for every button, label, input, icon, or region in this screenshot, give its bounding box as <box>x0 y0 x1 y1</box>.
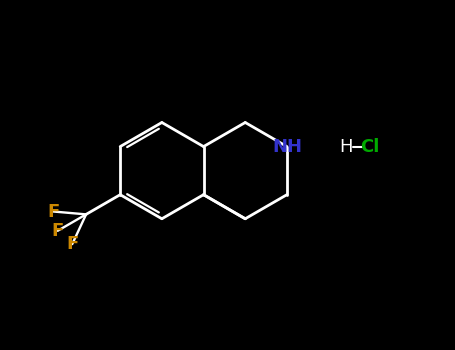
Text: F: F <box>47 203 60 220</box>
Text: NH: NH <box>272 138 302 155</box>
Text: Cl: Cl <box>360 138 380 155</box>
Text: F: F <box>51 222 64 240</box>
Text: F: F <box>66 235 78 253</box>
Text: H: H <box>339 138 353 155</box>
